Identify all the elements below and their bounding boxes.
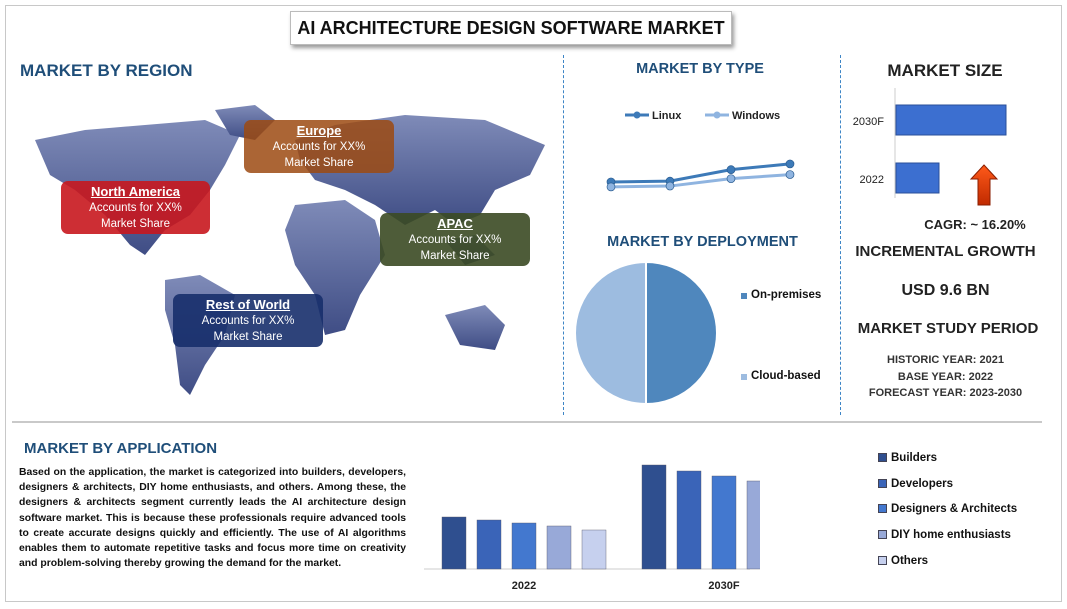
application-bar-chart: 2022 2030F: [424, 464, 760, 592]
legend-item: Developers: [878, 478, 1017, 504]
legend-swatch: [878, 478, 887, 488]
cagr-value: CAGR: ~ 16.20%: [924, 217, 1026, 232]
legend-cloud-based: Cloud-based: [741, 370, 821, 382]
study-period: HISTORIC YEAR: 2021 BASE YEAR: 2022 FORECA…: [868, 354, 1023, 399]
data-point: [726, 165, 736, 175]
bar-2022: [895, 162, 940, 194]
data-point: [726, 174, 736, 184]
data-point: [606, 182, 616, 192]
tick-label: 2022: [860, 174, 884, 186]
divider: [840, 55, 841, 415]
pie-slice-cloud-based: [574, 261, 647, 406]
deployment-pie-chart: [574, 261, 718, 406]
bar-2022-2: [511, 522, 537, 570]
bar-2030F-1: [676, 470, 702, 570]
legend-swatch: [878, 530, 887, 540]
legend-marker: [633, 111, 641, 119]
bar-2022-1: [476, 519, 502, 570]
legend-on-premises: On-premises: [741, 289, 821, 301]
legend-item: Others: [878, 555, 1017, 581]
application-description: Based on the application, the market is …: [19, 467, 406, 570]
type-heading: MARKET BY TYPE: [636, 61, 764, 77]
legend-label-windows: Windows: [732, 110, 780, 122]
bar-2030F-0: [641, 464, 667, 570]
region-north-america: North America Accounts for XX% Market Shar…: [61, 181, 210, 234]
type-line-chart: Linux Windows: [606, 110, 795, 192]
divider: [563, 55, 564, 415]
bar-2030F-2: [711, 475, 737, 570]
legend-label: DIY home enthusiasts: [891, 529, 1011, 542]
legend-label: Developers: [891, 477, 954, 490]
legend-label-linux: Linux: [652, 110, 682, 122]
growth-arrow-icon: [969, 164, 999, 206]
data-point: [785, 170, 795, 179]
application-legend: Builders Developers Designers & Architects…: [878, 452, 1017, 580]
series-line-linux: [610, 162, 791, 184]
infographic-frame: [5, 5, 1062, 602]
incremental-value: USD 9.6 BN: [901, 282, 990, 299]
legend-label: Others: [891, 554, 929, 567]
category-label: 2030F: [708, 580, 739, 592]
legend-swatch: [878, 555, 887, 565]
application-heading: MARKET BY APPLICATION: [24, 440, 218, 457]
series-line-windows: [610, 173, 791, 189]
bar-2030F: [895, 104, 1007, 136]
legend-item: DIY home enthusiasts: [878, 529, 1017, 555]
size-heading: MARKET SIZE: [887, 61, 1003, 80]
legend-item: Builders: [878, 452, 1017, 478]
study-heading: MARKET STUDY PERIOD: [857, 320, 1039, 337]
pie-slice-on-premises: [645, 261, 718, 406]
region-heading: MARKET BY REGION: [20, 61, 193, 80]
bar-2022-4: [581, 529, 607, 570]
tick-label: 2030F: [853, 116, 884, 128]
market-size-chart: 2030F 2022: [853, 88, 1007, 198]
legend-item: Designers & Architects: [878, 503, 1017, 529]
region-apac: APAC Accounts for XX% Market Share: [380, 213, 530, 266]
data-point: [665, 181, 675, 191]
bar-2030F-3: [746, 480, 760, 570]
region-europe: Europe Accounts for XX% Market Share: [244, 120, 394, 173]
section-divider: [12, 421, 1042, 423]
category-label: 2022: [512, 580, 536, 592]
legend-label: Builders: [891, 452, 938, 464]
legend-marker: [713, 111, 721, 119]
deployment-heading: MARKET BY DEPLOYMENT: [607, 234, 798, 250]
bar-2022-3: [546, 525, 572, 570]
page-title: AI ARCHITECTURE DESIGN SOFTWARE MARKET: [290, 11, 732, 45]
legend-swatch: [878, 504, 887, 514]
legend-swatch: [878, 453, 887, 462]
legend-label: Designers & Architects: [891, 503, 1018, 516]
data-point: [785, 159, 795, 169]
bar-2022-0: [441, 516, 467, 570]
incremental-heading: INCREMENTAL GROWTH: [855, 243, 1036, 260]
region-rest-of-world: Rest of World Accounts for XX% Market Shar…: [173, 294, 323, 347]
